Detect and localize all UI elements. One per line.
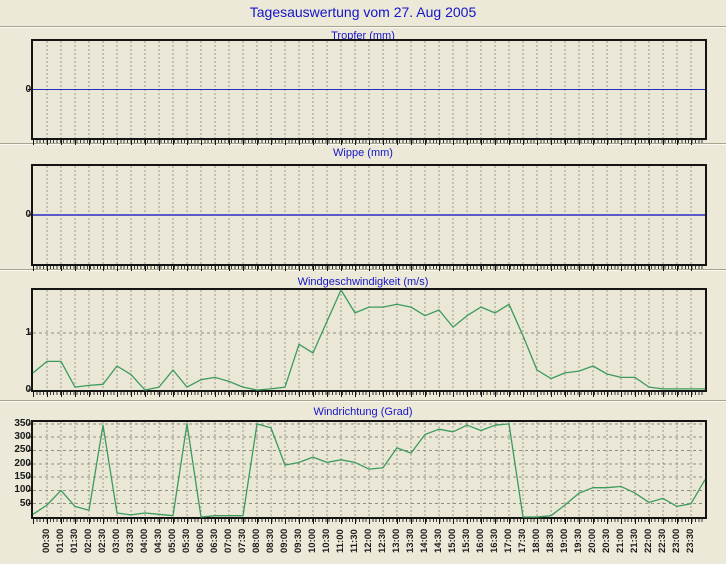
x-tick-label: 16:00 [475, 528, 486, 553]
page-title: Tagesauswertung vom 27. Aug 2005 [249, 4, 477, 20]
x-tick-label: 12:00 [363, 528, 374, 553]
x-tick-label: 23:00 [671, 528, 682, 553]
y-tick-label: 0 [25, 209, 31, 220]
x-axis-ticks [33, 392, 705, 397]
x-tick-label: 21:30 [629, 528, 640, 553]
y-tick-label: 300 [14, 431, 31, 443]
y-tick-label: 100 [14, 484, 31, 496]
x-tick-label: 20:30 [601, 528, 612, 553]
y-tick-label: 0 [25, 384, 31, 395]
y-tick-label: 50 [19, 497, 31, 509]
x-tick-label: 04:30 [153, 528, 164, 553]
x-tick-label: 09:00 [279, 528, 290, 553]
x-tick-label: 01:00 [55, 528, 66, 553]
x-tick-label: 10:30 [321, 528, 332, 553]
x-tick-label: 00:30 [41, 528, 52, 553]
y-tick-label: 350 [14, 417, 31, 429]
plot-area [28, 39, 707, 140]
x-tick-label: 10:00 [307, 528, 318, 553]
y-tick-label: 150 [14, 471, 31, 483]
x-tick-label: 05:00 [167, 528, 178, 553]
chart-title: Tropfer (mm) [331, 30, 395, 42]
x-tick-label: 22:30 [657, 528, 668, 553]
x-tick-label: 03:00 [111, 528, 122, 553]
x-tick-label: 13:30 [405, 528, 416, 553]
x-tick-label: 18:30 [545, 528, 556, 553]
x-tick-label: 15:00 [447, 528, 458, 553]
x-tick-label: 08:30 [265, 528, 276, 553]
chart-title: Windgeschwindigkeit (m/s) [297, 276, 429, 288]
x-tick-label: 19:00 [559, 528, 570, 553]
y-tick-label: 1 [25, 326, 31, 338]
plot-area [28, 288, 707, 392]
x-tick-label: 21:00 [615, 528, 626, 553]
x-tick-label: 03:30 [125, 528, 136, 553]
x-tick-label: 06:00 [195, 528, 206, 553]
x-tick-label: 04:00 [139, 528, 150, 553]
x-tick-label: 19:30 [573, 528, 584, 553]
chart-title: Wippe (mm) [333, 147, 393, 159]
x-tick-label: 13:00 [391, 528, 402, 553]
separator [0, 26, 726, 28]
x-tick-label: 02:30 [97, 528, 108, 553]
x-tick-label: 02:00 [83, 528, 94, 553]
separator [0, 400, 726, 402]
x-tick-label: 14:00 [419, 528, 430, 553]
x-tick-label: 23:30 [685, 528, 696, 553]
x-tick-label: 11:00 [335, 529, 346, 553]
x-tick-label: 15:30 [461, 528, 472, 553]
chart-title: Windrichtung (Grad) [313, 406, 413, 418]
x-tick-label: 20:00 [587, 528, 598, 553]
x-tick-label: 18:00 [531, 528, 542, 553]
x-tick-label: 07:30 [237, 528, 248, 553]
x-tick-label: 12:30 [377, 528, 388, 553]
x-tick-label: 17:00 [503, 528, 514, 553]
y-tick-label: 250 [14, 444, 31, 456]
x-tick-label: 07:00 [223, 528, 234, 553]
separator [0, 269, 726, 271]
plot-area [28, 420, 707, 519]
x-tick-label: 06:30 [209, 528, 220, 553]
y-tick-label: 0 [25, 83, 31, 95]
plot-area [28, 164, 707, 266]
x-tick-label: 16:30 [489, 528, 500, 553]
x-tick-label: 14:30 [433, 528, 444, 553]
x-tick-label: 17:30 [517, 528, 528, 553]
x-tick-label: 22:00 [643, 528, 654, 553]
separator [0, 143, 726, 145]
y-tick-label: 200 [14, 457, 31, 469]
x-tick-label: 01:30 [69, 528, 80, 553]
x-tick-label: 05:30 [181, 528, 192, 553]
x-tick-label: 08:00 [251, 528, 262, 553]
x-tick-label: 09:30 [293, 528, 304, 553]
x-tick-label: 11:30 [349, 529, 360, 553]
